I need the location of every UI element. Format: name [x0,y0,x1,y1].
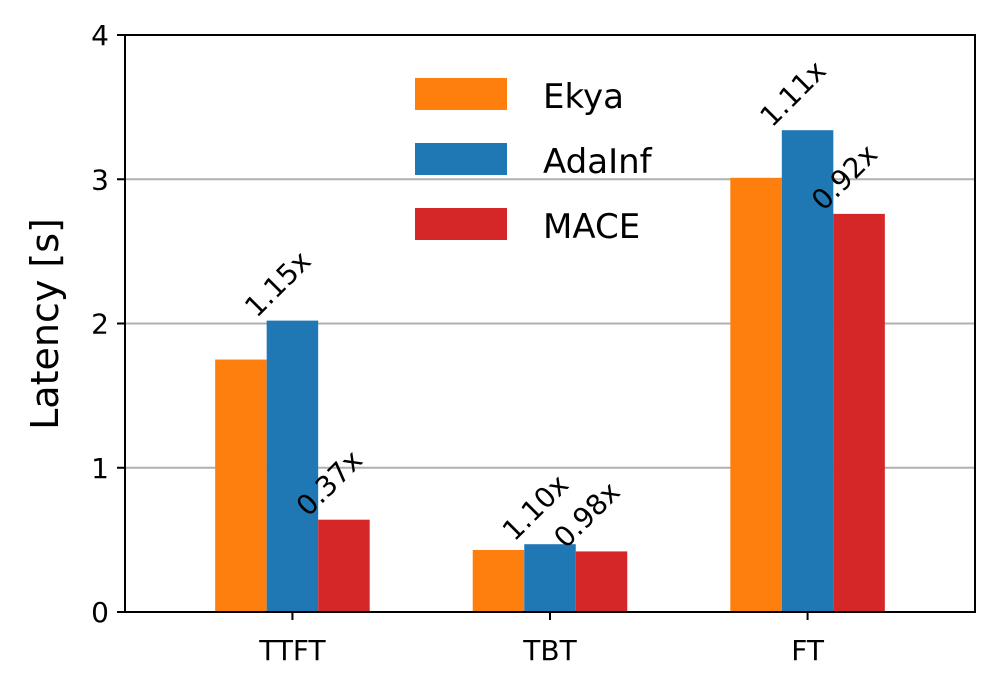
bar-ttft-adainf [266,320,319,612]
bars [215,130,885,612]
legend-label-mace: MACE [543,207,640,247]
y-axis: 0 1 2 3 4 [91,19,125,629]
annotation-ttft-adainf: 1.15x [238,244,317,323]
x-tick-label-ft: FT [791,634,825,667]
x-axis: TTFT TBT FT [258,612,825,667]
bar-tbt-adainf [524,544,576,612]
bar-tbt-mace [575,551,628,612]
legend-swatch-ekya [415,78,507,110]
legend-swatch-mace [415,208,507,240]
y-tick-label-0: 0 [91,596,109,629]
y-tick-label-3: 3 [91,163,109,196]
bar-ttft-ekya [215,359,267,612]
y-axis-label: Latency [s] [23,218,67,430]
y-tick-label-4: 4 [91,19,109,52]
bar-ft-ekya [730,177,782,612]
y-tick-label-2: 2 [91,308,109,341]
legend-swatch-adainf [415,143,507,175]
bar-ft-mace [833,213,885,612]
legend: Ekya AdaInf MACE [415,77,653,247]
legend-label-adainf: AdaInf [543,142,653,182]
legend-label-ekya: Ekya [543,77,624,117]
bar-ft-adainf [781,130,834,612]
bar-ttft-mace [318,519,370,612]
annotation-ft-adainf: 1.11x [753,54,832,133]
x-tick-label-tbt: TBT [522,634,577,667]
bar-tbt-ekya [472,549,525,612]
y-tick-label-1: 1 [91,452,109,485]
x-tick-label-ttft: TTFT [258,634,326,667]
